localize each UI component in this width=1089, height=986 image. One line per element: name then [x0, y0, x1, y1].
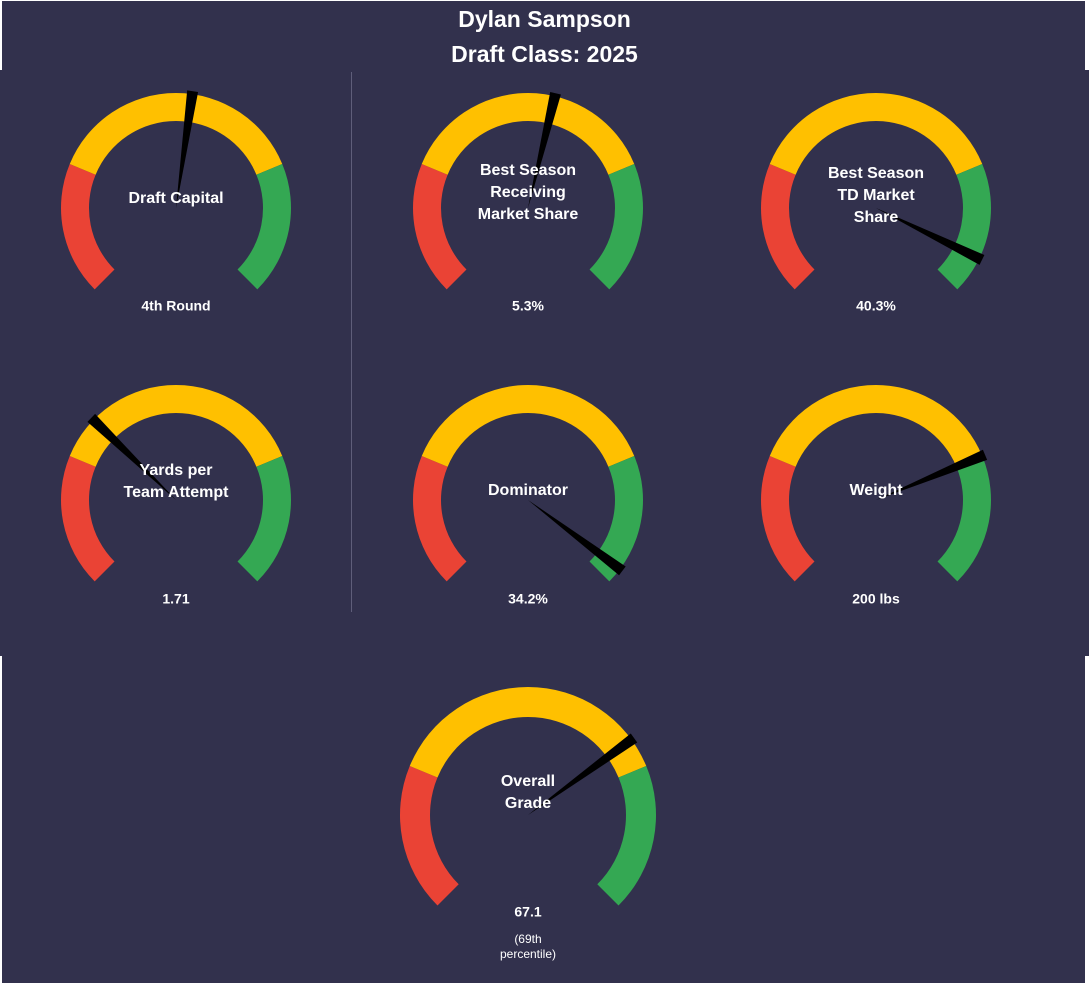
red-band	[760, 163, 815, 290]
green-band	[937, 455, 991, 582]
gauge-label: Grade	[505, 795, 551, 812]
gauge-label: Market Share	[478, 206, 579, 223]
green-band	[237, 455, 292, 582]
green-band	[589, 163, 644, 290]
gauge-value: 34.2%	[508, 591, 548, 607]
green-band	[597, 766, 656, 906]
gauge-label: Receiving	[490, 184, 566, 201]
gauge-4: Yards per Team Attempt 1.71	[61, 385, 292, 607]
gauge-needle	[87, 413, 176, 500]
gauge-label: Draft Capital	[128, 190, 223, 207]
gauge-2: Best Season Receiving Market Share 5.3%	[412, 91, 644, 314]
gauge-label: Overall	[501, 773, 555, 790]
red-band	[412, 455, 467, 582]
gauge-label: Yards per	[140, 462, 213, 479]
yellow-band	[409, 687, 647, 778]
gauge-5: Dominator 34.2%	[412, 384, 643, 607]
column-divider	[351, 72, 352, 612]
gauge-value: 5.3%	[512, 298, 544, 314]
green-band	[937, 163, 991, 290]
gauge-label: Weight	[849, 482, 903, 499]
gauge-needle	[876, 449, 988, 500]
green-band	[237, 163, 292, 290]
yellow-band	[69, 93, 283, 175]
gauge-needle	[528, 91, 561, 208]
gauge-value: 40.3%	[856, 298, 896, 314]
gauge-label: TD Market	[837, 187, 915, 204]
gauge-6: Weight 200 lbs	[761, 385, 991, 607]
gauge-value: 200 lbs	[852, 591, 900, 607]
gauge-label: Share	[854, 209, 899, 226]
gauge-3: Best Season TD Market Share 40.3%	[760, 93, 991, 314]
yellow-band	[769, 93, 983, 175]
gauge-label: Best Season	[480, 162, 576, 179]
gauge-needle	[528, 500, 626, 576]
green-band	[589, 455, 643, 582]
player-name: Dylan Sampson	[458, 6, 631, 32]
gauge-label: Best Season	[828, 165, 924, 182]
red-band	[761, 455, 815, 582]
yellow-band	[69, 385, 283, 467]
yellow-band	[421, 384, 635, 467]
gauge-needle	[528, 733, 638, 815]
gauge-subtext: (69th	[514, 932, 541, 946]
red-band	[61, 455, 115, 582]
gauge-value: 1.71	[162, 591, 189, 607]
yellow-band	[421, 92, 635, 175]
gauge-label: Team Attempt	[124, 484, 230, 501]
red-band	[61, 163, 115, 290]
gauge-needle	[876, 208, 985, 265]
header-panel	[2, 1, 1085, 70]
gauge-label: Dominator	[488, 482, 568, 499]
yellow-band	[769, 385, 983, 467]
gauge-needle	[176, 90, 199, 208]
gauge-1: Draft Capital 4th Round	[61, 90, 292, 314]
draft-class: Draft Class: 2025	[451, 41, 638, 67]
gauge-subtext: percentile)	[500, 947, 556, 961]
red-band	[412, 163, 467, 290]
gauge-value: 4th Round	[141, 298, 210, 314]
red-band	[400, 766, 459, 906]
gauge-value: 67.1	[514, 904, 541, 920]
